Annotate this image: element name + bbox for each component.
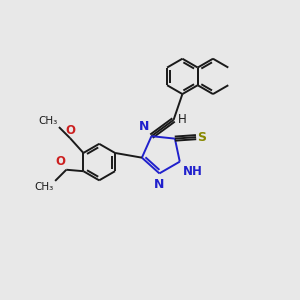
Text: CH₃: CH₃ — [38, 116, 58, 126]
Text: CH₃: CH₃ — [34, 182, 54, 192]
Text: O: O — [56, 155, 66, 168]
Text: H: H — [178, 113, 186, 127]
Text: N: N — [139, 120, 149, 133]
Text: S: S — [198, 130, 207, 144]
Text: N: N — [154, 178, 164, 191]
Text: O: O — [65, 124, 75, 137]
Text: NH: NH — [183, 165, 203, 178]
